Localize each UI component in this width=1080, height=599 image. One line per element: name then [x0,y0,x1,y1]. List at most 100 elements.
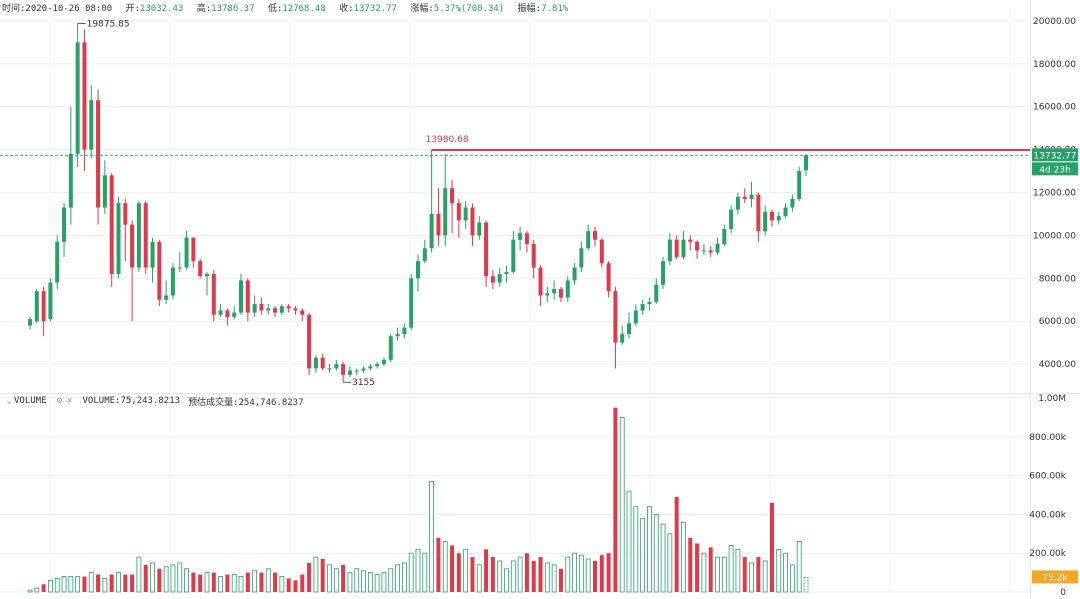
volume-bar [61,576,67,593]
candle-body [259,304,264,311]
candle-body [783,207,788,217]
candle-body [436,213,441,236]
volume-bar [504,568,509,593]
volume-bar [735,548,741,593]
volume-bar [177,562,183,593]
candles [28,23,808,383]
candle-body [504,271,509,275]
volume-bar [572,552,577,593]
time-label: 时间: [2,4,26,14]
candle-body [395,334,400,337]
candle-body [769,211,774,221]
current-price-tag [1032,148,1078,162]
gear-icon[interactable]: ⚙ [56,396,63,406]
volume-bar [456,553,461,592]
volume-bar [109,574,114,592]
volume-bar [333,568,339,593]
candle-body [334,364,339,369]
candle-body [204,274,209,277]
high-price-label: 19875.85 [87,20,130,30]
volume-bar [606,553,611,592]
candle-body [552,289,557,294]
candle-body [776,216,781,221]
volume-bar [54,578,60,593]
candle-body [490,276,495,283]
collapse-icon[interactable]: ⌄ [6,396,12,406]
candle-body [55,241,60,283]
estimated-volume: 预估成交量:254,746.8237 [188,397,304,408]
candle-body [667,239,672,262]
candle-body [497,274,502,283]
candle-body [191,237,196,262]
candle-body [463,207,468,221]
volume-bar [708,547,713,592]
candle-body [470,207,475,236]
candle-body [157,241,162,300]
volume-bar [102,578,108,593]
volume-bar [252,570,258,593]
volume-bar [88,572,94,593]
candle-body [361,368,366,371]
volume-bar [341,564,346,592]
candle-body [620,334,625,343]
candle-body [211,274,216,315]
candle-body [613,291,618,343]
candle-body [402,327,407,335]
price-tick-label: 18000.00 [1033,60,1076,70]
candle-body [661,261,666,285]
volume-bar [300,574,305,592]
candle-body [763,211,768,232]
volume-bar [756,557,761,592]
change-value: 5.37%(700.34) [433,4,505,14]
volume-bar [721,556,727,593]
candle-body [184,237,189,268]
volume-bar [524,553,529,592]
volume-bar [150,562,155,593]
candle-body [75,42,80,154]
volume-bar [265,568,271,593]
low-value: 12768.48 [282,4,326,14]
volume-bar [415,548,421,593]
candle-body [647,301,652,305]
volume-bar [48,579,53,593]
candle-body [266,308,271,311]
price-tick-label: 4000.00 [1039,360,1076,370]
volume-bar [490,557,495,592]
volume-bar [41,584,46,592]
low-price-label: 3155 [352,378,375,388]
candle-body [225,310,230,317]
candle-body [640,304,645,311]
volume-bar [544,562,550,593]
candle-body [538,267,543,296]
volume-bar [728,545,734,593]
candle-body [300,310,305,315]
volume-bar [211,572,216,592]
volume-bar [191,572,196,592]
volume-bar [354,568,360,593]
candle-body [381,359,386,365]
candle-body [450,188,455,204]
overlays: 19875.85 3155 13980.68 [0,20,1030,388]
candle-body [701,250,706,252]
amplitude-label: 振幅: [517,4,542,14]
volume-bar [592,560,597,592]
volume-bar [163,566,169,593]
close-icon[interactable]: × [66,396,73,406]
candle-body [239,280,244,313]
candle-body [477,222,482,236]
candle-body [34,291,39,322]
volume-bar [184,568,189,593]
candle-body [123,203,128,225]
price-axis[interactable]: 20000.0018000.0016000.0014000.0012000.00… [1029,17,1078,598]
candle-body [695,241,700,251]
candle-body [354,370,359,372]
volume-bar [198,574,203,592]
volume-bar [395,564,400,593]
open-value: 13032.43 [139,4,184,14]
volume-bar [688,537,693,592]
candle-body [232,312,237,317]
volume-bar [307,562,312,592]
candle-body [136,203,141,268]
